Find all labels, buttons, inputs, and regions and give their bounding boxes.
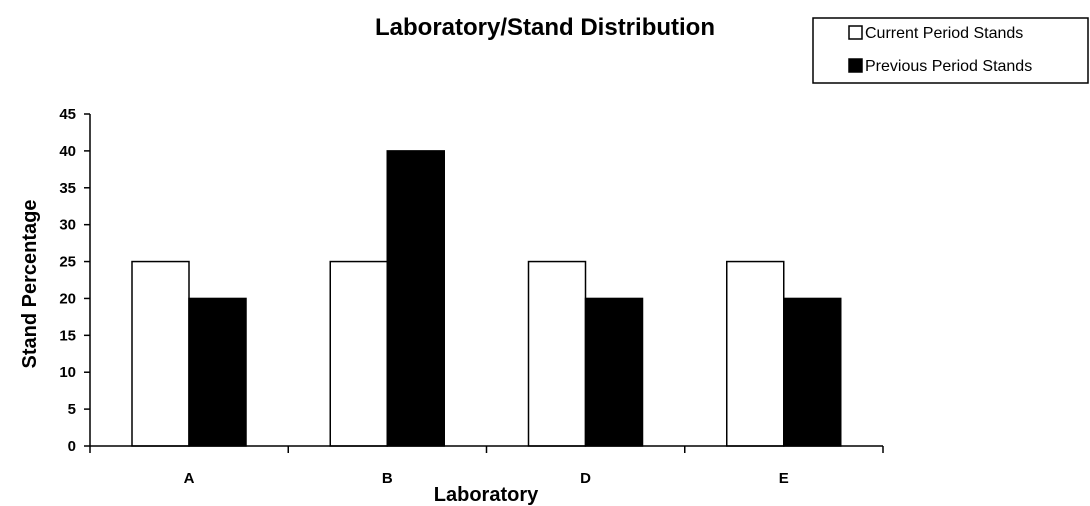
y-tick-label: 5 xyxy=(68,401,76,418)
y-tick-label: 30 xyxy=(59,217,76,234)
legend: Current Period Stands Previous Period St… xyxy=(812,17,1089,84)
y-tick-label: 15 xyxy=(59,327,76,344)
bar-E-current xyxy=(726,260,785,447)
y-tick-label: 10 xyxy=(59,364,76,381)
legend-label-previous: Previous Period Stands xyxy=(865,58,1032,75)
x-tick-label: B xyxy=(382,470,393,487)
x-tick-label: D xyxy=(580,470,591,487)
y-axis-label: Stand Percentage xyxy=(19,200,41,369)
x-axis-label: Laboratory xyxy=(434,484,539,506)
y-tick-label: 20 xyxy=(59,290,76,307)
bar-D-current xyxy=(527,260,587,447)
x-tick-label: A xyxy=(184,470,195,487)
y-tick-label: 25 xyxy=(59,254,76,271)
bar-E-previous xyxy=(783,297,842,447)
y-tick-label: 40 xyxy=(59,143,76,160)
bar-B-previous xyxy=(386,150,445,447)
legend-swatch-current xyxy=(848,25,863,40)
bar-B-current xyxy=(329,260,388,447)
y-tick-label: 35 xyxy=(59,180,76,197)
y-tick-label: 45 xyxy=(59,106,76,123)
legend-label-current: Current Period Stands xyxy=(865,25,1023,42)
bar-D-previous xyxy=(584,297,644,447)
chart-title: Laboratory/Stand Distribution xyxy=(375,14,715,41)
plot-area: A B D E 0 5 10 15 20 25 30 35 40 45 xyxy=(59,106,884,487)
bar-A-previous xyxy=(188,297,247,447)
x-tick-label: E xyxy=(779,470,789,487)
bar-A-current xyxy=(131,260,190,447)
y-tick-label: 0 xyxy=(68,438,76,455)
legend-swatch-previous xyxy=(848,58,863,73)
